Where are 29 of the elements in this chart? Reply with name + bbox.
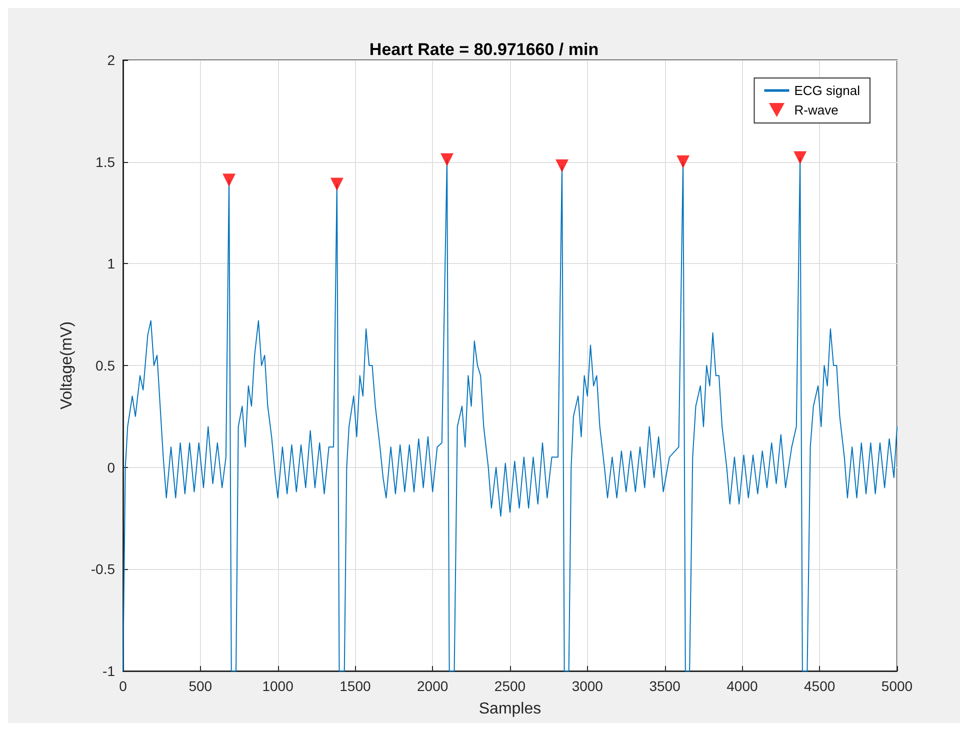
x-tick-label: 5000 (881, 678, 913, 694)
chart-title: Heart Rate = 80.971660 / min (369, 40, 599, 59)
y-axis-title: Voltage(mV) (58, 321, 76, 410)
point (794, 151, 807, 164)
y-tick-label: 0 (107, 459, 116, 476)
y-tick-label: -1 (102, 663, 116, 679)
x-tick-label: 3000 (572, 678, 604, 694)
x-tick-label: 2000 (417, 678, 448, 694)
x-tick-label: 1500 (340, 678, 371, 694)
x-tick-label: 2500 (494, 678, 526, 694)
point (676, 155, 690, 168)
legend-label: ECG signal (794, 83, 860, 98)
y-tick-label: 1.5 (96, 154, 116, 170)
x-tick-label: 1000 (262, 678, 294, 694)
point (330, 178, 344, 191)
y-tick-label: 0.5 (96, 358, 116, 374)
x-tick-label: 4000 (726, 678, 758, 694)
point (440, 153, 454, 166)
point (556, 159, 569, 172)
legend-label: R-wave (794, 102, 838, 118)
x-tick-label: 0 (119, 678, 128, 694)
y-tick-label: 2 (107, 52, 116, 68)
x-axis-title: Samples (478, 700, 542, 718)
y-tick-label: 1 (107, 256, 116, 272)
y-tick-label: -0.5 (90, 561, 116, 578)
point (222, 174, 236, 187)
x-tick-label: 4500 (804, 678, 836, 694)
x-tick-label: 3500 (649, 678, 681, 694)
x-tick-label: 500 (188, 678, 212, 694)
